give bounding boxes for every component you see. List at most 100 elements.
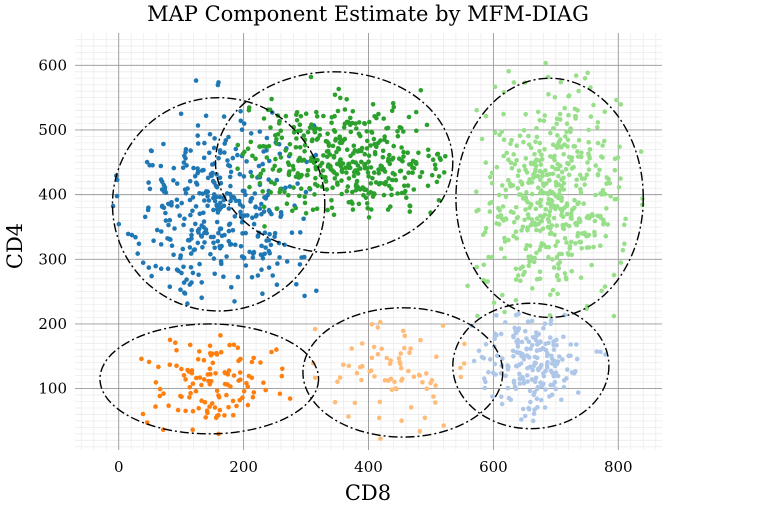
data-point xyxy=(216,230,221,236)
data-point xyxy=(174,181,180,186)
data-point xyxy=(396,156,402,161)
data-point xyxy=(576,88,581,94)
data-point xyxy=(190,270,196,276)
data-point xyxy=(263,245,268,250)
data-point xyxy=(301,133,307,138)
data-point xyxy=(139,356,144,362)
data-point xyxy=(197,211,203,217)
data-point xyxy=(371,344,377,350)
data-point xyxy=(404,195,409,200)
data-point xyxy=(516,192,522,197)
data-point xyxy=(386,183,392,189)
data-point xyxy=(605,222,610,227)
data-point xyxy=(372,374,377,379)
data-point xyxy=(187,245,193,250)
data-point xyxy=(339,140,345,146)
data-point xyxy=(351,143,357,149)
series-cluster-1 xyxy=(110,78,319,306)
data-point xyxy=(561,181,567,186)
data-point xyxy=(248,139,254,145)
data-point xyxy=(577,172,583,178)
data-point xyxy=(483,342,489,347)
data-point xyxy=(283,148,288,153)
data-point xyxy=(504,150,510,156)
data-point xyxy=(196,230,201,235)
data-point xyxy=(384,139,390,145)
data-point xyxy=(235,152,240,158)
data-point xyxy=(335,379,340,385)
data-point xyxy=(505,385,511,391)
data-point xyxy=(395,129,400,134)
data-point xyxy=(572,197,577,203)
data-point xyxy=(214,202,219,208)
data-point xyxy=(267,158,272,164)
data-point xyxy=(599,288,604,294)
data-point xyxy=(253,204,258,210)
data-point xyxy=(526,263,531,269)
data-point xyxy=(355,171,361,176)
data-point xyxy=(436,198,442,203)
x-tick-label: 200 xyxy=(229,458,258,476)
data-point xyxy=(618,176,623,181)
data-point xyxy=(192,247,198,252)
data-point xyxy=(433,383,438,388)
data-point xyxy=(390,177,395,183)
data-point xyxy=(245,402,251,408)
series-cluster-6 xyxy=(469,311,608,424)
data-point xyxy=(407,209,413,214)
data-point xyxy=(592,229,597,235)
data-point xyxy=(489,180,495,186)
data-point xyxy=(329,198,334,203)
data-point xyxy=(283,113,289,119)
data-point xyxy=(482,376,487,381)
data-point xyxy=(331,212,337,218)
data-point xyxy=(366,153,372,158)
data-point xyxy=(545,201,551,206)
data-point xyxy=(224,392,229,398)
data-point xyxy=(186,369,192,374)
data-point xyxy=(274,282,280,288)
data-point xyxy=(193,388,199,394)
data-point xyxy=(398,168,404,174)
data-point xyxy=(297,145,303,150)
data-point xyxy=(432,162,438,168)
data-point xyxy=(350,189,355,195)
data-point xyxy=(538,339,543,345)
data-point xyxy=(317,126,323,132)
data-point xyxy=(244,380,249,386)
data-point xyxy=(257,144,262,149)
data-point xyxy=(527,205,532,211)
data-point xyxy=(180,165,186,170)
data-point xyxy=(298,230,303,235)
data-point xyxy=(527,177,532,182)
data-point xyxy=(179,200,184,206)
data-point xyxy=(205,203,210,209)
data-point xyxy=(484,279,489,284)
data-point xyxy=(258,360,263,365)
data-point xyxy=(352,400,358,406)
data-point xyxy=(492,130,498,135)
data-point xyxy=(502,309,507,315)
data-point xyxy=(238,109,243,114)
data-point xyxy=(550,287,556,293)
y-tick-label: 100 xyxy=(38,380,67,398)
data-point xyxy=(180,246,186,252)
data-point xyxy=(250,255,256,260)
data-point xyxy=(566,172,572,178)
data-point xyxy=(525,365,530,371)
data-point xyxy=(232,299,237,304)
data-point xyxy=(546,219,552,225)
data-point xyxy=(553,386,559,392)
data-point xyxy=(534,157,539,162)
data-point xyxy=(315,136,321,141)
data-point xyxy=(225,382,230,387)
data-point xyxy=(286,193,291,198)
data-point xyxy=(195,357,201,362)
data-point xyxy=(159,187,165,192)
data-point xyxy=(323,138,329,144)
data-point xyxy=(564,211,570,217)
data-point xyxy=(259,243,264,249)
data-point xyxy=(321,113,326,119)
data-point xyxy=(290,208,295,214)
data-point xyxy=(233,146,239,152)
